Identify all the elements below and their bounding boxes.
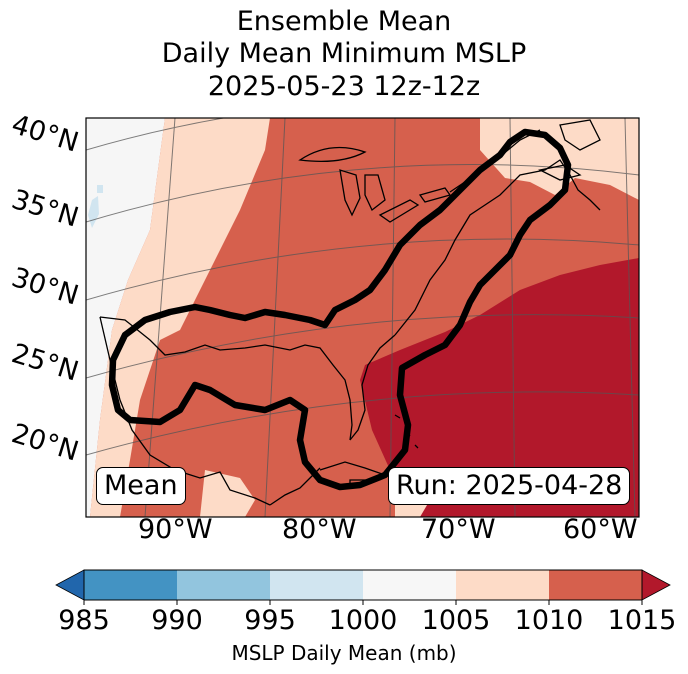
map-title-line-1: Ensemble Mean (236, 6, 452, 37)
run-date-box: Run: 2025-04-28 (388, 467, 631, 505)
colorbar-tick-label: 995 (244, 605, 296, 636)
great-lakes-huron (364, 174, 386, 212)
coastline-florida (349, 334, 396, 441)
colorbar-tick-label: 1005 (421, 605, 491, 636)
region-below-1000 (86, 118, 165, 517)
colorbar-tick-label: 985 (58, 605, 110, 636)
map-frame (85, 117, 640, 518)
colorbar-under-arrow (55, 569, 85, 601)
colorbar-tick-label: 1015 (607, 605, 677, 636)
colorbar-segment (270, 570, 364, 600)
region-small-blue-1 (88, 196, 99, 228)
colorbar-tick-label: 1000 (328, 605, 398, 636)
longitude-line-80w (264, 118, 286, 517)
colorbar-tick-label: 1010 (514, 605, 584, 636)
great-lakes-superior (298, 146, 367, 162)
coastline-atlantic (394, 159, 601, 336)
lon-label-60w: 60°W (563, 514, 638, 545)
lon-label-90w: 90°W (138, 514, 213, 545)
mean-label-box: Mean (96, 467, 186, 505)
region-small-blue-2 (97, 185, 103, 193)
lon-label-70w: 70°W (421, 514, 496, 545)
great-lakes-erie (378, 199, 420, 223)
colorbar-tick-label: 990 (151, 605, 203, 636)
map-title-line-2: Daily Mean Minimum MSLP (161, 38, 527, 69)
colorbar-over-arrow (641, 569, 671, 601)
great-lakes-ontario (418, 187, 452, 203)
region-1010-1015 (360, 258, 639, 517)
colorbar-segment (549, 570, 643, 600)
colorbar-segment (456, 570, 550, 600)
latitude-line-40n (86, 118, 639, 151)
great-lakes-michigan (339, 169, 361, 217)
mean-contour-line (108, 128, 572, 491)
longitude-line-70w (389, 118, 396, 517)
colorbar-segment (84, 570, 178, 600)
colorbar-segment (363, 570, 457, 600)
colorbar-label: MSLP Daily Mean (mb) (231, 641, 457, 665)
latitude-line-30n (86, 238, 639, 301)
coastline-nova-scotia (538, 164, 582, 181)
latitude-line-20n (86, 391, 639, 456)
longitude-line-50w (624, 118, 636, 517)
colorbar-segment (177, 570, 271, 600)
latitude-line-35n (86, 164, 639, 223)
region-1000-1005-south (200, 470, 255, 517)
coastline-newfoundland (559, 119, 601, 151)
latitude-line-25n (86, 314, 639, 379)
map-title-line-3: 2025-05-23 12z-12z (207, 71, 481, 102)
lon-label-80w: 80°W (282, 514, 357, 545)
coastline-gulf (99, 316, 353, 441)
